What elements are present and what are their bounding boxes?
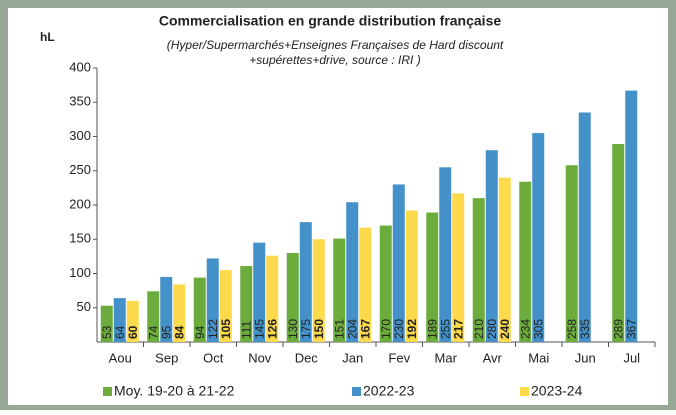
x-tick-label: Fev bbox=[388, 350, 410, 365]
y-tick-label: 300 bbox=[69, 128, 91, 143]
y-tick-label: 100 bbox=[69, 265, 91, 280]
value-label: 84 bbox=[172, 325, 186, 339]
x-tick-label: Aou bbox=[109, 350, 132, 365]
bar bbox=[266, 255, 279, 342]
bar bbox=[173, 284, 186, 342]
bar bbox=[578, 112, 591, 343]
legend-label: 2023-24 bbox=[531, 383, 583, 399]
value-label: 289 bbox=[611, 319, 625, 339]
bar bbox=[519, 181, 532, 342]
x-tick-label: Mar bbox=[435, 350, 458, 365]
bar bbox=[565, 165, 578, 342]
bar bbox=[240, 265, 253, 342]
x-tick-label: Sep bbox=[155, 350, 178, 365]
value-label: 230 bbox=[392, 319, 406, 339]
legend-swatch bbox=[352, 387, 361, 396]
bar bbox=[160, 276, 173, 342]
bar bbox=[193, 277, 206, 342]
legend-swatch bbox=[103, 387, 112, 396]
value-label: 189 bbox=[425, 319, 439, 339]
value-label: 53 bbox=[100, 325, 114, 339]
value-label: 170 bbox=[379, 319, 393, 339]
legend-swatch bbox=[520, 387, 529, 396]
y-axis-label: hL bbox=[40, 30, 55, 44]
bar bbox=[346, 202, 359, 342]
value-label: 95 bbox=[159, 325, 173, 339]
bar bbox=[426, 212, 439, 342]
value-label: 255 bbox=[438, 319, 452, 339]
bar bbox=[253, 242, 266, 342]
value-label: 150 bbox=[312, 319, 326, 339]
value-label: 258 bbox=[565, 319, 579, 339]
bar bbox=[379, 225, 392, 342]
bar bbox=[219, 270, 232, 342]
value-label: 64 bbox=[113, 325, 127, 339]
chart-title: Commercialisation en grande distribution… bbox=[159, 13, 502, 29]
bar bbox=[126, 300, 139, 342]
value-label: 74 bbox=[146, 325, 160, 339]
value-label: 122 bbox=[206, 319, 220, 339]
value-label: 192 bbox=[405, 319, 419, 339]
bar bbox=[485, 150, 498, 342]
bar bbox=[312, 239, 325, 342]
value-label: 60 bbox=[126, 325, 140, 339]
bar bbox=[452, 193, 465, 342]
legend-label: Moy. 19-20 à 21-22 bbox=[114, 383, 235, 399]
bar bbox=[392, 184, 405, 342]
value-label: 210 bbox=[472, 319, 486, 339]
bar bbox=[498, 177, 511, 342]
bar bbox=[532, 133, 545, 342]
value-label: 335 bbox=[578, 319, 592, 339]
value-label: 105 bbox=[219, 319, 233, 339]
y-tick-label: 150 bbox=[69, 231, 91, 246]
value-label: 130 bbox=[286, 319, 300, 339]
value-label: 151 bbox=[332, 319, 346, 339]
bar bbox=[405, 210, 418, 342]
x-tick-label: Nov bbox=[248, 350, 272, 365]
bar bbox=[612, 144, 625, 342]
y-tick-label: 200 bbox=[69, 196, 91, 211]
bar bbox=[299, 222, 312, 342]
y-tick-label: 50 bbox=[77, 299, 91, 314]
legend-label: 2022-23 bbox=[363, 383, 415, 399]
value-label: 204 bbox=[345, 319, 359, 339]
bar bbox=[359, 227, 372, 342]
bar bbox=[206, 258, 219, 342]
value-label: 145 bbox=[252, 319, 266, 339]
bar bbox=[113, 298, 126, 342]
value-label: 367 bbox=[624, 319, 638, 339]
bar bbox=[147, 291, 160, 342]
x-tick-label: Oct bbox=[203, 350, 224, 365]
value-label: 240 bbox=[498, 319, 512, 339]
x-tick-label: Mai bbox=[528, 350, 549, 365]
y-tick-label: 250 bbox=[69, 162, 91, 177]
y-tick-label: 400 bbox=[69, 59, 91, 74]
bar bbox=[625, 90, 638, 342]
y-tick-label: 350 bbox=[69, 94, 91, 109]
subtitle: (Hyper/Supermarchés+Enseignes Françaises… bbox=[167, 38, 504, 52]
bar bbox=[100, 305, 113, 342]
bar bbox=[333, 238, 346, 342]
x-tick-label: Jun bbox=[575, 350, 596, 365]
value-label: 280 bbox=[485, 319, 499, 339]
value-label: 94 bbox=[193, 325, 207, 339]
bar bbox=[439, 167, 452, 342]
x-tick-label: Jul bbox=[623, 350, 640, 365]
subtitle: +supérettes+drive, source : IRI ) bbox=[249, 53, 420, 67]
value-label: 111 bbox=[239, 320, 253, 339]
value-label: 126 bbox=[265, 319, 279, 339]
value-label: 175 bbox=[299, 319, 313, 339]
x-tick-label: Avr bbox=[483, 350, 503, 365]
x-tick-label: Dec bbox=[295, 350, 319, 365]
value-label: 217 bbox=[451, 319, 465, 339]
bar bbox=[472, 198, 485, 342]
x-tick-label: Jan bbox=[342, 350, 363, 365]
value-label: 305 bbox=[531, 319, 545, 339]
bar bbox=[286, 252, 299, 342]
value-label: 234 bbox=[518, 319, 532, 339]
value-label: 167 bbox=[358, 319, 372, 339]
